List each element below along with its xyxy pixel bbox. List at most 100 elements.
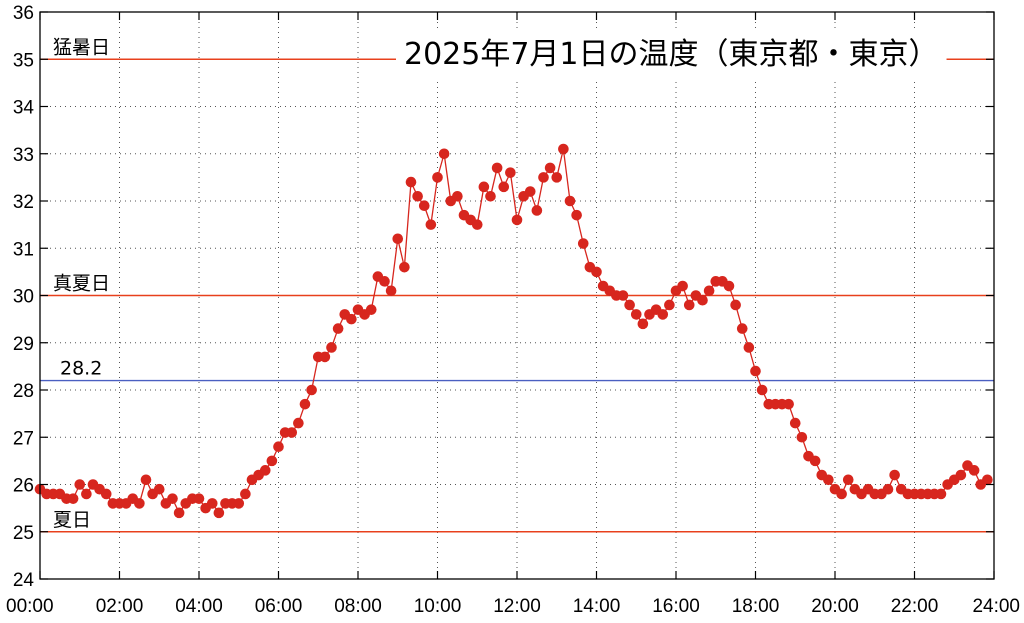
y-tick-label: 28 xyxy=(13,381,34,402)
temperature-series xyxy=(34,143,993,519)
data-point xyxy=(637,318,649,330)
reference-label-25: 夏日 xyxy=(53,509,91,531)
data-point xyxy=(240,488,251,500)
data-point xyxy=(498,181,510,193)
data-point xyxy=(74,479,86,490)
data-point xyxy=(432,172,443,183)
y-tick-label: 26 xyxy=(13,476,34,497)
data-point xyxy=(836,488,847,500)
data-point xyxy=(531,205,543,216)
reference-label-28.2: 28.2 xyxy=(60,358,102,380)
reference-label-30: 真夏日 xyxy=(53,273,110,295)
data-point xyxy=(524,186,536,197)
y-tick-label: 29 xyxy=(13,334,34,355)
data-point xyxy=(306,384,317,396)
data-point xyxy=(809,455,821,467)
data-point xyxy=(286,427,298,438)
data-point xyxy=(213,507,225,519)
y-tick-label: 27 xyxy=(13,428,34,449)
data-point xyxy=(67,493,79,504)
x-tick-label: 10:00 xyxy=(414,596,462,617)
data-point xyxy=(206,498,218,509)
data-point xyxy=(438,148,450,160)
data-point xyxy=(743,342,755,353)
data-point xyxy=(882,483,894,495)
data-point xyxy=(564,195,576,207)
x-tick-label: 20:00 xyxy=(811,596,859,617)
data-point xyxy=(657,309,669,320)
data-point xyxy=(273,441,284,453)
y-tick-label: 25 xyxy=(13,523,34,544)
data-point xyxy=(259,465,271,476)
y-tick-label: 24 xyxy=(13,570,35,591)
data-point xyxy=(558,143,569,155)
reference-label-35: 猛暑日 xyxy=(53,36,110,58)
x-tick-label: 22:00 xyxy=(891,596,939,617)
data-point xyxy=(571,209,582,221)
data-point xyxy=(756,384,768,396)
x-tick-label: 04:00 xyxy=(175,596,223,617)
y-tick-label: 30 xyxy=(13,287,34,308)
data-point xyxy=(935,488,947,500)
data-point xyxy=(405,176,417,188)
x-tick-label: 16:00 xyxy=(652,596,700,617)
data-point xyxy=(233,498,245,509)
data-point xyxy=(471,219,483,230)
data-point xyxy=(153,483,165,495)
data-point xyxy=(425,219,437,230)
data-point xyxy=(81,488,92,500)
data-point xyxy=(346,313,357,325)
data-point xyxy=(392,233,404,245)
data-point xyxy=(982,474,993,486)
y-tick-label: 33 xyxy=(13,145,34,166)
data-point xyxy=(789,417,801,429)
x-tick-label: 08:00 xyxy=(334,596,382,617)
data-point xyxy=(100,488,112,500)
data-point xyxy=(591,266,602,278)
data-point xyxy=(293,417,304,429)
x-tick-label: 00:00 xyxy=(6,596,54,617)
x-tick-label: 12:00 xyxy=(493,596,541,617)
data-point xyxy=(491,162,503,174)
data-point xyxy=(677,280,688,292)
data-point xyxy=(299,398,311,410)
y-tick-label: 34 xyxy=(13,98,35,119)
data-point xyxy=(664,299,675,311)
data-point xyxy=(955,469,967,481)
data-point xyxy=(379,276,390,287)
data-point xyxy=(173,507,185,519)
data-point xyxy=(511,214,523,226)
data-point xyxy=(538,172,549,183)
data-point xyxy=(823,474,834,486)
data-point xyxy=(697,294,708,306)
data-point xyxy=(723,280,735,292)
x-tick-label: 24:00 xyxy=(972,596,1020,617)
data-point xyxy=(326,342,337,353)
data-point xyxy=(630,309,642,320)
data-point xyxy=(783,398,794,410)
data-point xyxy=(266,455,278,467)
chart-title: 2025年7月1日の温度（東京都・東京） xyxy=(404,37,939,72)
data-point xyxy=(418,200,430,212)
data-point xyxy=(319,351,331,363)
x-tick-label: 14:00 xyxy=(573,596,621,617)
data-point xyxy=(577,238,589,249)
data-point xyxy=(399,261,410,273)
data-point xyxy=(193,493,205,504)
y-tick-label: 32 xyxy=(13,192,34,213)
y-tick-label: 35 xyxy=(13,50,34,71)
y-tick-label: 31 xyxy=(13,239,34,260)
data-point xyxy=(412,190,423,202)
x-tick-label: 02:00 xyxy=(96,596,144,617)
x-tick-label: 06:00 xyxy=(255,596,303,617)
data-point xyxy=(332,323,344,334)
data-point xyxy=(730,299,741,311)
data-point xyxy=(544,162,556,174)
data-point xyxy=(617,290,629,301)
data-point xyxy=(478,181,490,193)
data-point xyxy=(452,190,463,202)
data-point xyxy=(140,474,152,486)
data-point xyxy=(703,285,715,297)
